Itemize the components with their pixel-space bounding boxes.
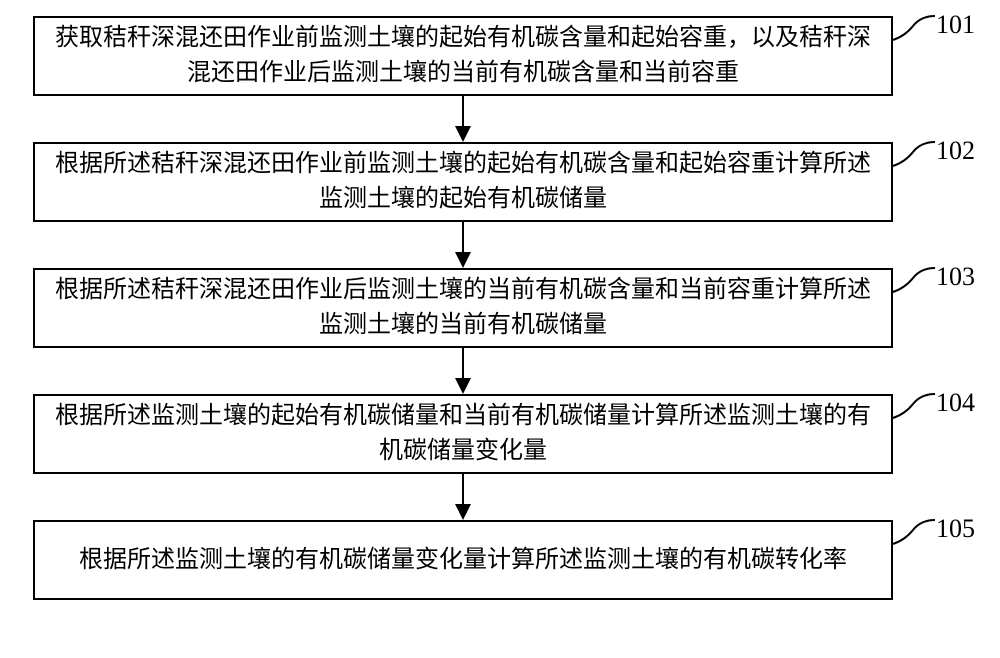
step-label-102: 102	[936, 136, 975, 166]
flowchart-canvas: 获取秸秆深混还田作业前监测土壤的起始有机碳含量和起始容重，以及秸秆深混还田作业后…	[0, 0, 1000, 658]
label-connector-103	[891, 264, 941, 300]
label-connector-102	[891, 138, 941, 174]
step-text-105: 根据所述监测土壤的有机碳储量变化量计算所述监测土壤的有机碳转化率	[49, 543, 877, 578]
arrow-101-102	[448, 96, 478, 144]
label-connector-104	[891, 390, 941, 426]
arrow-103-104	[448, 348, 478, 396]
arrow-104-105	[448, 474, 478, 522]
step-text-104: 根据所述监测土壤的起始有机碳储量和当前有机碳储量计算所述监测土壤的有机碳储量变化…	[49, 399, 877, 469]
label-connector-101	[891, 12, 941, 48]
step-label-105: 105	[936, 514, 975, 544]
step-label-101: 101	[936, 10, 975, 40]
step-label-104: 104	[936, 388, 975, 418]
step-text-101: 获取秸秆深混还田作业前监测土壤的起始有机碳含量和起始容重，以及秸秆深混还田作业后…	[49, 21, 877, 91]
label-connector-105	[891, 516, 941, 552]
step-text-102: 根据所述秸秆深混还田作业前监测土壤的起始有机碳含量和起始容重计算所述监测土壤的起…	[49, 147, 877, 217]
step-label-103: 103	[936, 262, 975, 292]
step-box-104: 根据所述监测土壤的起始有机碳储量和当前有机碳储量计算所述监测土壤的有机碳储量变化…	[33, 394, 893, 474]
step-box-101: 获取秸秆深混还田作业前监测土壤的起始有机碳含量和起始容重，以及秸秆深混还田作业后…	[33, 16, 893, 96]
step-text-103: 根据所述秸秆深混还田作业后监测土壤的当前有机碳含量和当前容重计算所述监测土壤的当…	[49, 273, 877, 343]
step-box-102: 根据所述秸秆深混还田作业前监测土壤的起始有机碳含量和起始容重计算所述监测土壤的起…	[33, 142, 893, 222]
step-box-105: 根据所述监测土壤的有机碳储量变化量计算所述监测土壤的有机碳转化率	[33, 520, 893, 600]
arrow-102-103	[448, 222, 478, 270]
step-box-103: 根据所述秸秆深混还田作业后监测土壤的当前有机碳含量和当前容重计算所述监测土壤的当…	[33, 268, 893, 348]
